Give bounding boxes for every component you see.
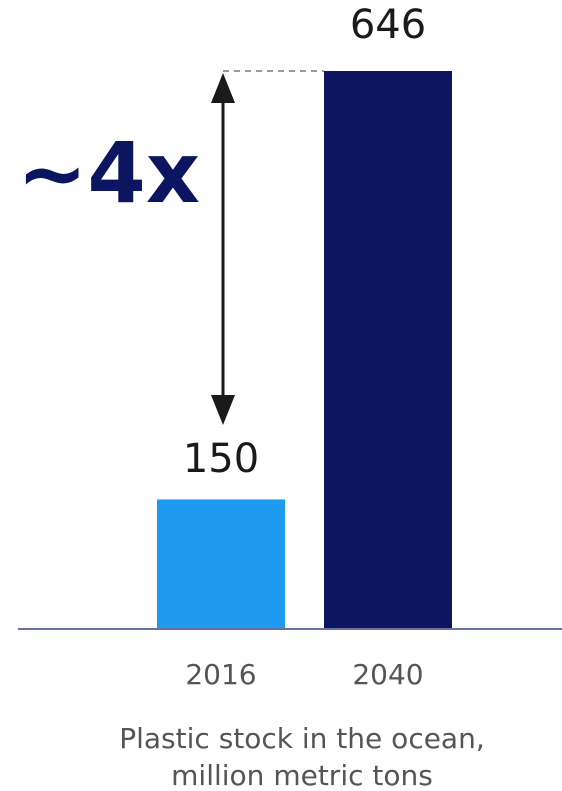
multiplier-annotation: ~4x <box>17 124 200 222</box>
bar-value-label-2040: 646 <box>350 2 426 48</box>
chart-caption-line-2: million metric tons <box>171 759 433 791</box>
x-tick-label-2040: 2040 <box>352 658 423 691</box>
x-tick-label-2016: 2016 <box>185 658 256 691</box>
bar-2016 <box>157 499 285 629</box>
bar-value-label-2016: 150 <box>183 436 259 482</box>
bar-2040 <box>324 71 452 629</box>
chart-caption-line-1: Plastic stock in the ocean, <box>119 722 485 755</box>
bars-layer <box>157 71 452 629</box>
guides-layer <box>211 70 324 425</box>
growth-arrow-up-head <box>211 73 235 103</box>
growth-arrow-down-head <box>211 395 235 425</box>
